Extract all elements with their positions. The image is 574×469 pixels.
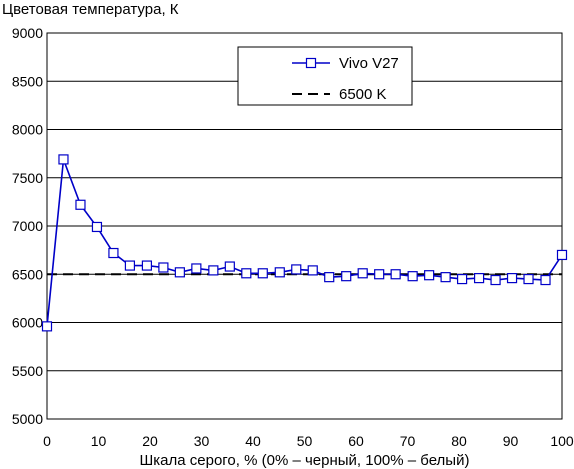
data-point-vivo-v27 <box>390 269 401 280</box>
x-tick-label: 80 <box>451 433 467 449</box>
x-tick-label: 40 <box>245 433 261 449</box>
legend-label-6500k: 6500 K <box>339 86 387 103</box>
data-point-vivo-v27 <box>324 272 335 283</box>
data-point-vivo-v27 <box>473 273 485 284</box>
data-point-vivo-v27 <box>41 321 53 332</box>
data-point-vivo-v27 <box>556 249 568 261</box>
data-point-vivo-v27 <box>490 274 501 286</box>
x-axis-title: Шкала серого, % (0% – черный, 100% – бел… <box>140 452 470 469</box>
data-point-vivo-v27 <box>407 271 418 282</box>
x-tick-label: 50 <box>297 433 313 449</box>
data-point-vivo-v27 <box>274 267 285 278</box>
data-point-vivo-v27 <box>124 260 136 271</box>
y-tick-label: 7500 <box>12 170 43 186</box>
data-point-vivo-v27 <box>141 260 153 271</box>
plot-border <box>46 32 563 420</box>
x-tick-labels: 0 10 20 30 40 50 60 70 80 90 100 <box>43 433 574 449</box>
data-point-vivo-v27 <box>58 154 69 165</box>
data-point-vivo-v27 <box>75 199 86 210</box>
y-tick-label: 5000 <box>12 411 43 427</box>
x-tick-label: 0 <box>43 433 51 449</box>
legend-box <box>237 46 413 106</box>
data-point-vivo-v27 <box>241 268 252 279</box>
x-tick-label: 10 <box>91 433 107 449</box>
y-tick-label: 9000 <box>12 25 43 41</box>
legend-marker-vivo-v27 <box>305 57 317 69</box>
y-tick-label: 6000 <box>12 315 43 331</box>
data-point-vivo-v27 <box>523 273 534 285</box>
legend: Vivo V27 6500 K <box>237 46 413 106</box>
data-point-vivo-v27 <box>357 268 368 279</box>
data-point-vivo-v27 <box>257 268 268 279</box>
data-point-vivo-v27 <box>307 265 318 276</box>
data-point-vivo-v27 <box>108 247 119 259</box>
y-tick-label: 8000 <box>12 122 43 138</box>
y-axis-title: Цветовая температура, К <box>2 1 179 18</box>
data-point-vivo-v27 <box>191 263 202 274</box>
data-point-vivo-v27 <box>424 270 435 281</box>
data-point-vivo-v27 <box>291 264 302 275</box>
data-point-vivo-v27 <box>506 273 518 284</box>
y-tick-label: 8500 <box>12 73 43 89</box>
data-point-vivo-v27 <box>341 271 352 282</box>
data-point-vivo-v27 <box>91 221 103 233</box>
y-tick-label: 5500 <box>12 363 43 379</box>
y-tick-label: 7000 <box>12 218 43 234</box>
data-point-vivo-v27 <box>224 261 235 272</box>
data-point-vivo-v27 <box>374 269 385 280</box>
data-point-vivo-v27 <box>540 274 551 286</box>
data-point-vivo-v27 <box>456 273 468 285</box>
x-tick-label: 90 <box>503 433 519 449</box>
x-tick-label: 100 <box>550 433 574 449</box>
x-tick-label: 60 <box>348 433 364 449</box>
data-point-vivo-v27 <box>440 272 451 283</box>
data-point-vivo-v27 <box>174 267 185 278</box>
y-tick-labels: 5000 5500 6000 6500 7000 7500 8000 8500 9000 <box>12 25 43 427</box>
legend-label-vivo-v27: Vivo V27 <box>339 55 399 72</box>
x-tick-label: 30 <box>194 433 210 449</box>
data-point-vivo-v27 <box>208 265 219 276</box>
series-layer <box>41 154 568 332</box>
data-point-vivo-v27 <box>158 262 169 273</box>
y-tick-label: 6500 <box>12 266 43 282</box>
x-tick-label: 20 <box>142 433 158 449</box>
x-tick-label: 70 <box>400 433 416 449</box>
